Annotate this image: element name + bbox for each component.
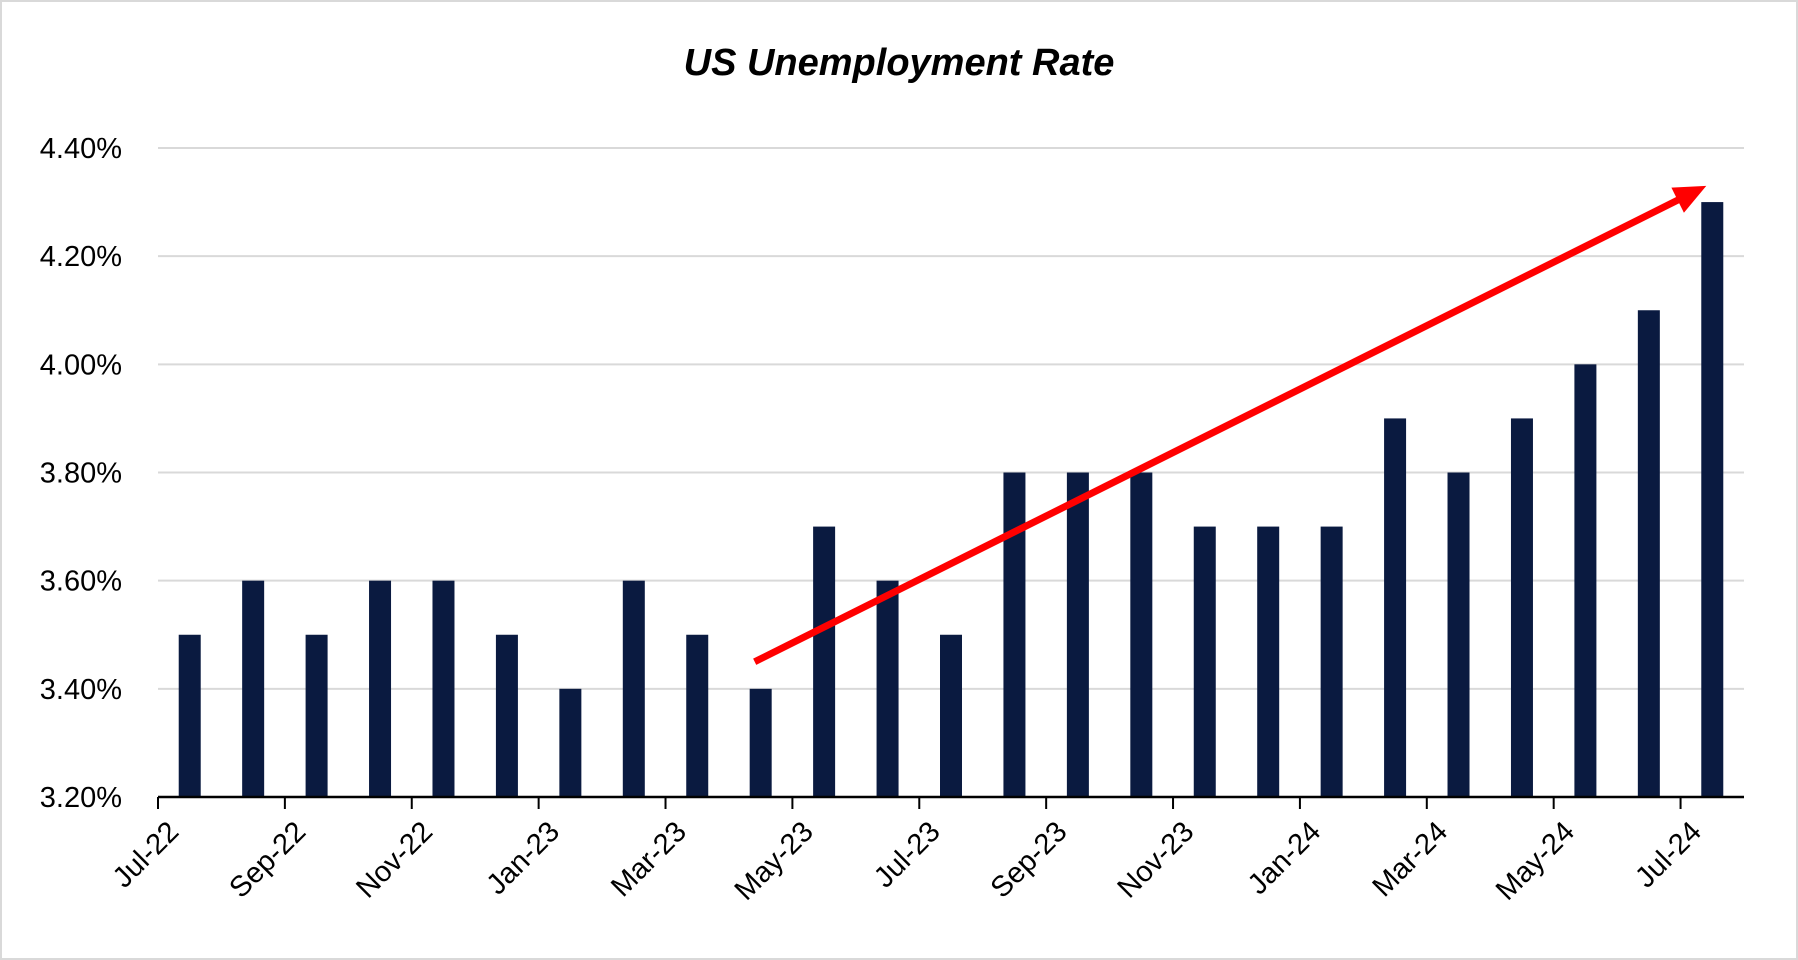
- trend-arrow-shaft: [753, 196, 1682, 665]
- y-tick-label: 4.00%: [40, 349, 122, 381]
- bar: [1574, 364, 1597, 797]
- bar: [305, 634, 328, 797]
- y-tick-label: 3.60%: [40, 566, 122, 598]
- x-tick-label: May-24: [1490, 816, 1581, 907]
- bar: [1257, 526, 1280, 797]
- trend-arrow-head: [1671, 185, 1707, 213]
- y-tick-label: 3.20%: [40, 782, 122, 814]
- y-tick-label: 4.20%: [40, 241, 122, 273]
- x-tick-label: Sep-22: [223, 816, 312, 905]
- x-tick-label: Jan-24: [1242, 816, 1327, 901]
- bar: [1193, 526, 1216, 797]
- x-axis: [157, 795, 1744, 809]
- x-tick-label: Nov-22: [350, 816, 439, 905]
- bar: [940, 634, 962, 797]
- bar: [559, 688, 582, 797]
- x-tick-label: Jan-23: [481, 816, 566, 901]
- bar: [178, 634, 201, 797]
- bar: [1510, 418, 1533, 797]
- bar: [749, 688, 772, 797]
- gridlines: [158, 147, 1744, 690]
- bar: [813, 526, 836, 797]
- bar: [1320, 526, 1343, 797]
- x-tick-label: Jul-22: [107, 816, 185, 894]
- bar: [1066, 472, 1089, 797]
- bar: [1003, 472, 1026, 797]
- bar: [242, 580, 265, 797]
- bar: [1130, 472, 1153, 797]
- bar: [622, 580, 645, 797]
- x-tick-label: Nov-23: [1112, 816, 1201, 905]
- bar: [495, 634, 518, 797]
- chart-title: US Unemployment Rate: [684, 42, 1115, 84]
- y-tick-label: 3.40%: [40, 674, 122, 706]
- bar: [1701, 202, 1724, 798]
- trend-arrow: [753, 185, 1707, 665]
- y-tick-label: 4.40%: [40, 133, 122, 165]
- bar: [876, 580, 899, 797]
- bar: [1384, 418, 1407, 797]
- x-tick-label: Mar-24: [1367, 816, 1455, 904]
- x-tick-label: May-23: [729, 816, 820, 907]
- bar: [432, 580, 455, 797]
- x-axis-ticks: Jul-22 Sep-22 Nov-22 Jan-23 Mar-23 May-23 Jul-…: [107, 816, 1708, 907]
- x-tick-label: Jul-23: [868, 816, 946, 894]
- bar: [369, 580, 392, 797]
- x-tick-label: Sep-23: [985, 816, 1074, 905]
- x-tick-label: Jul-24: [1629, 816, 1707, 894]
- y-tick-label: 3.80%: [40, 458, 122, 490]
- bar: [686, 634, 709, 797]
- bar: [1447, 472, 1470, 797]
- y-axis-ticks: 3.20% 3.40% 3.60% 3.80% 4.00% 4.20% 4.40%: [40, 133, 122, 814]
- bar: [1637, 310, 1660, 797]
- bars: [178, 202, 1724, 798]
- x-tick-label: Mar-23: [605, 816, 693, 904]
